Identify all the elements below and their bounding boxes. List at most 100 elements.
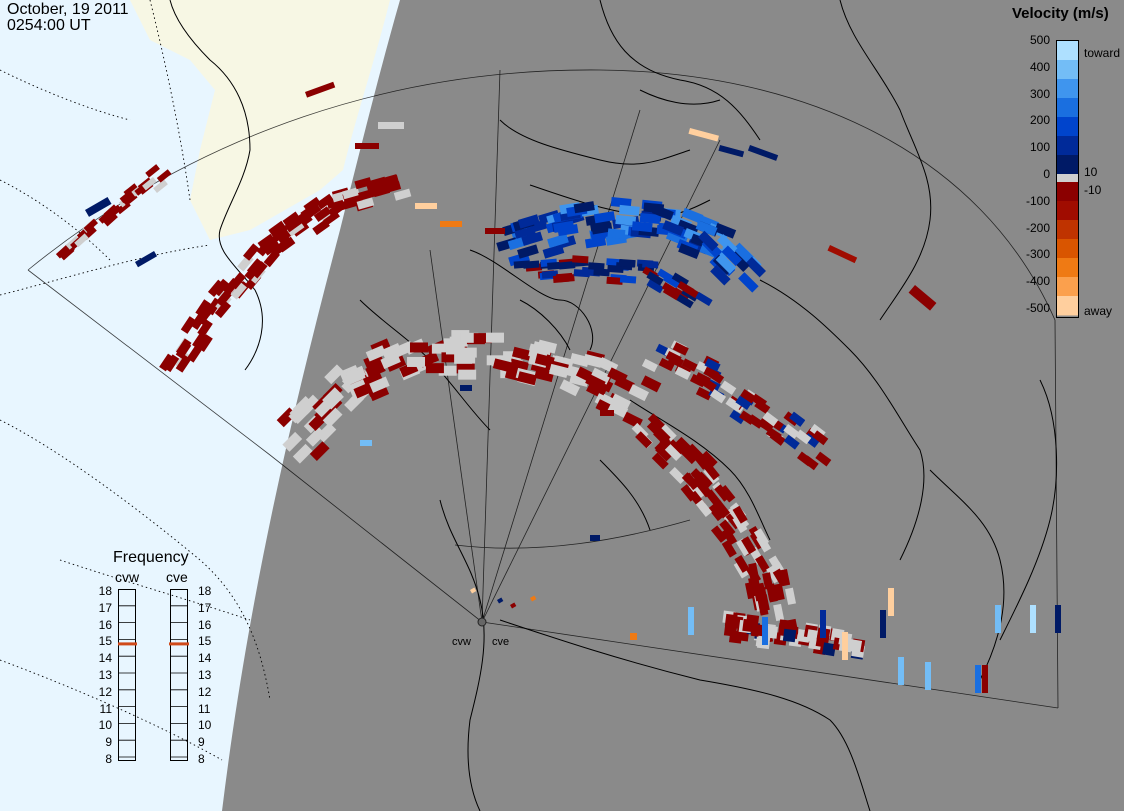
echo-cell: [812, 430, 829, 446]
echo-cell: [517, 214, 540, 229]
echo-cell: [470, 587, 477, 594]
colorbar-tick-label: 300: [1029, 86, 1050, 101]
echo-cell: [695, 291, 713, 307]
echo-cell: [783, 424, 800, 439]
echo-cell: [485, 228, 505, 234]
colorbar-tick-label: 100: [1029, 140, 1050, 155]
echo-cell: [716, 234, 738, 255]
echo-cell: [722, 527, 738, 546]
echo-cell: [460, 332, 479, 343]
echo-cell: [757, 598, 769, 616]
frequency-scale-label: 11: [198, 701, 211, 716]
echo-cell: [646, 279, 664, 294]
echo-cell: [457, 353, 476, 364]
echo-cell: [614, 375, 635, 393]
echo-cell: [655, 444, 673, 462]
echo-cell: [773, 603, 785, 622]
echo-cell: [700, 377, 717, 392]
colorbar-tick-label: 500: [1029, 33, 1050, 47]
frequency-marker: [118, 642, 137, 646]
graticule: [0, 0, 271, 761]
echo-cell: [175, 354, 192, 373]
echo-cell: [591, 222, 613, 235]
echo-cell: [707, 503, 725, 522]
echo-cell: [640, 375, 662, 393]
echo-cell: [745, 256, 766, 278]
echo-cell: [739, 410, 756, 425]
echo-cell: [588, 262, 605, 271]
colorbar-toward-label: toward: [1084, 46, 1121, 60]
echo-cell: [975, 665, 981, 693]
echo-cell: [631, 221, 653, 233]
echo-cell: [517, 244, 539, 259]
frequency-gauges: [118, 589, 189, 761]
echo-cell: [681, 284, 700, 299]
echo-cell: [431, 343, 450, 354]
echo-cell: [55, 244, 71, 259]
echo-cell: [369, 181, 387, 194]
echo-cell: [262, 239, 281, 256]
echo-cell: [880, 610, 886, 638]
frequency-scale-label: 9: [105, 735, 112, 750]
echo-cell: [995, 605, 1001, 633]
echo-cell: [593, 211, 616, 224]
echo-cell: [380, 174, 399, 187]
frequency-marker: [169, 642, 189, 646]
echo-cell: [215, 289, 233, 307]
echo-cell: [345, 368, 366, 385]
echo-cell: [681, 207, 704, 224]
colorbar-segment: [1057, 136, 1078, 156]
echo-cell: [135, 251, 158, 268]
echo-cell: [186, 344, 203, 363]
echo-cell: [229, 271, 246, 290]
echo-cell: [593, 268, 610, 277]
echo-cell: [607, 228, 629, 240]
echo-cell: [762, 572, 774, 590]
echo-cell: [642, 260, 659, 269]
echo-cell: [802, 455, 819, 471]
radar-label-cve: cve: [492, 636, 510, 648]
colorbar-segment: [1057, 296, 1078, 316]
echo-cell: [230, 282, 247, 300]
colorbar-segment: [1057, 239, 1078, 259]
echo-cell: [145, 164, 160, 178]
frequency-scale-label: 10: [98, 718, 112, 733]
echo-cell: [795, 429, 812, 445]
echo-cell: [783, 434, 800, 450]
echo-cell: [676, 294, 694, 309]
colorbar-plus10-label: 10: [1084, 165, 1098, 179]
echo-cell: [305, 426, 326, 447]
echo-cell: [485, 332, 504, 343]
echo-cell: [303, 196, 322, 213]
echo-cell: [440, 221, 462, 227]
echo-cell: [753, 528, 770, 547]
echo-cell: [286, 220, 305, 237]
frequency-scale-label: 14: [198, 651, 212, 666]
echo-cell: [848, 638, 863, 653]
echo-cell: [678, 243, 701, 260]
echo-cell: [362, 371, 384, 389]
echo-cell: [658, 357, 675, 372]
frequency-scale-label: 16: [98, 617, 112, 632]
plot-date: October, 19 2011: [7, 1, 129, 18]
echo-cell: [653, 426, 671, 444]
colorbar-tick-label: 200: [1029, 113, 1050, 128]
echo-cell: [497, 597, 504, 604]
echo-cell: [755, 555, 771, 573]
echo-cell: [303, 203, 322, 220]
echo-cell: [703, 462, 720, 481]
echo-cell: [513, 260, 531, 269]
echo-cell: [242, 243, 260, 261]
echo-cell: [741, 536, 757, 555]
echo-cell: [199, 303, 216, 321]
frequency-label-cvw: cvw: [115, 569, 140, 585]
echo-cell: [74, 233, 89, 248]
echo-cell: [762, 411, 779, 427]
frequency-scale-label: 9: [198, 735, 205, 750]
echo-cell: [710, 264, 731, 286]
echo-cell: [313, 206, 332, 223]
echo-cell: [674, 366, 691, 380]
colorbar-segment: [1057, 117, 1078, 137]
echo-cell: [559, 379, 581, 397]
echo-cell: [908, 284, 937, 311]
